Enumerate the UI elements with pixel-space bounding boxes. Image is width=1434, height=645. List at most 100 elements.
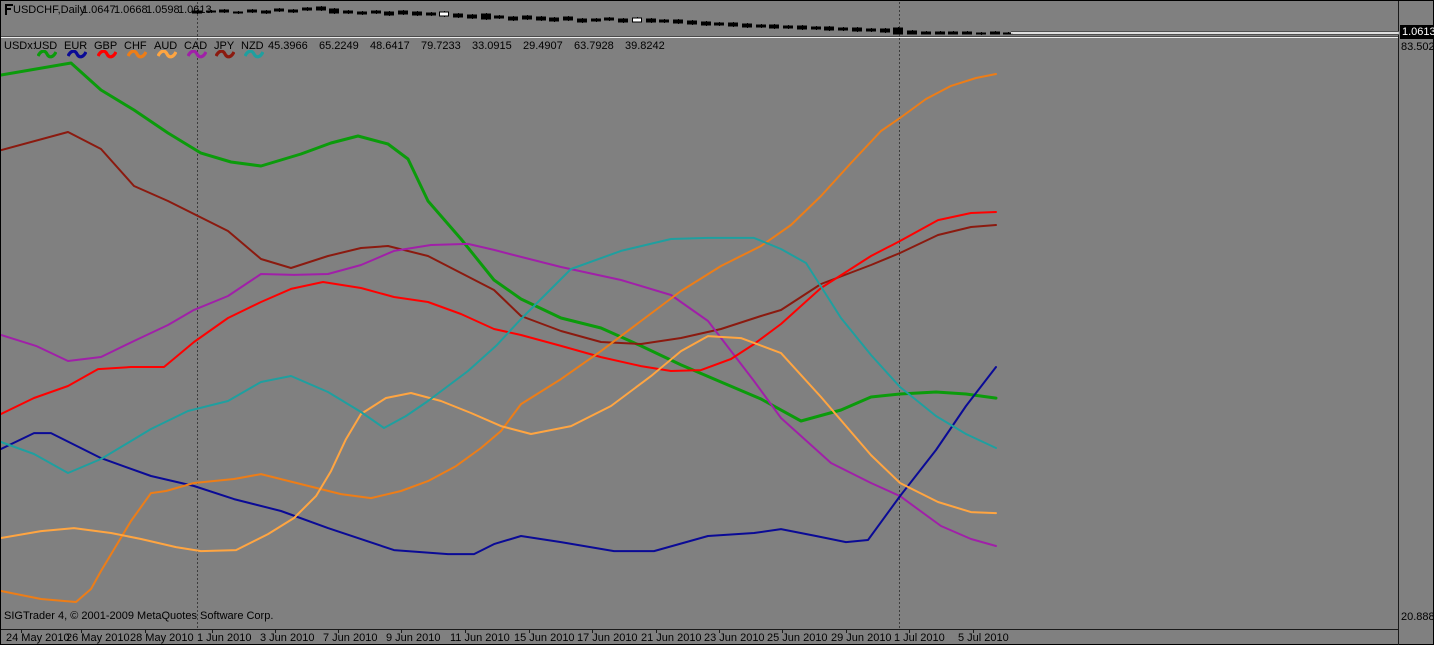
wave-icon-chf [127,50,147,59]
candle-body [398,10,408,15]
candle-body [990,31,1000,35]
date-label: 29 Jun 2010 [831,632,892,644]
legend-code-eur: EUR [64,40,88,52]
candle-body [329,8,339,14]
wave-icon-eur [67,50,87,59]
date-label: 1 Jul 2010 [894,632,945,644]
wave-icon-nzd [244,50,264,59]
candle-body [536,16,546,21]
candle-body [604,17,614,21]
indicator-line-aud [1,335,997,553]
candle-body [880,28,890,33]
indicator-line-usd [1,61,998,423]
legend-code-cad: CAD [184,40,208,52]
date-label: 11 Jun 2010 [450,632,510,644]
candle-body [824,26,834,31]
date-label: 25 Jun 2010 [767,632,828,644]
candle-body [962,31,972,35]
indicator-line-jpy [1,131,997,345]
candle-body [426,12,436,16]
candle-body [357,11,367,15]
candle-body [935,31,945,35]
candle-body [618,18,628,23]
ohlc-low: 1.0598 [146,4,180,16]
wave-icon-jpy [215,50,235,59]
candle-body [756,24,766,28]
candle-body [206,10,216,13]
candle-body [274,8,284,12]
candle-body [866,28,876,32]
date-label: 26 May 2010 [66,632,130,644]
ohlc-open: 1.0647 [82,4,116,16]
candle-body [673,19,683,24]
candle-body [893,27,903,35]
symbol-period-label: USDCHF,Daily [13,4,86,16]
candle-body [412,11,422,16]
chart-canvas[interactable] [1,1,1399,645]
legend-value-cad: 29.4907 [523,40,563,52]
wave-icon-gbp [97,50,117,59]
indicator-line-gbp [1,366,997,556]
date-label: 23 Jun 2010 [704,632,765,644]
date-label: 1 Jun 2010 [197,632,252,644]
candle-body [714,22,724,26]
candle-body [192,10,202,14]
date-label: 28 May 2010 [130,632,194,644]
candle-body [549,17,559,22]
ohlc-high: 1.0668 [114,4,148,16]
candle-body [481,13,491,20]
candle-body [563,16,573,21]
candle-body [371,10,381,14]
candle-body [646,18,656,23]
legend-code-usd: USD [34,40,58,52]
candle-body [288,9,298,13]
legend-value-aud: 33.0915 [472,40,512,52]
date-axis[interactable]: 24 May 2010 26 May 2010 28 May 2010 1 Jun 2… [1,630,1399,645]
indicator-scale-min: 20.8886 [1401,611,1434,623]
chart-shift-icon [5,4,13,15]
candle-body [976,32,986,35]
candle-body [302,7,312,11]
candle-body [769,24,779,29]
date-label: 15 Jun 2010 [514,632,575,644]
candle-body [948,31,958,35]
candle-body [467,14,477,19]
legend-code-chf: CHF [124,40,147,52]
wave-icon-cad [187,50,207,59]
indicator-name: USDx: [4,40,36,52]
candle-body [316,6,326,11]
date-label: 9 Jun 2010 [386,632,441,644]
candle-body [522,15,532,20]
candle-body [701,21,711,26]
candle-body [659,19,669,23]
candle-body [233,11,243,14]
candle-body [591,18,601,22]
indicator-scale-max: 83.5026 [1401,41,1434,53]
candle-body [439,11,449,17]
candle-body [838,27,848,31]
candle-body [343,10,353,14]
candle-body [453,13,463,18]
candle-body [219,9,229,13]
legend-code-nzd: NZD [241,40,264,52]
legend-code-aud: AUD [154,40,178,52]
candle-body [728,22,738,27]
candle-body [261,10,271,14]
candle-body [797,25,807,30]
indicator-line-chf [1,73,997,603]
price-scale[interactable]: 1.0613 83.5026 20.8886 [1399,1,1434,645]
legend-value-eur: 65.2249 [319,40,359,52]
candle-body [907,30,917,35]
date-label: 5 Jul 2010 [958,632,1009,644]
wave-icon-usd [37,50,57,59]
candle-body [742,23,752,28]
legend-value-usd: 45.3966 [268,40,308,52]
legend-value-gbp: 48.6417 [370,40,410,52]
legend-value-jpy: 63.7928 [574,40,614,52]
candle-body [384,11,394,16]
legend-value-nzd: 39.8242 [625,40,665,52]
indicator-line-nzd [1,236,997,474]
candle-body [494,15,504,19]
candle-body [921,31,931,35]
